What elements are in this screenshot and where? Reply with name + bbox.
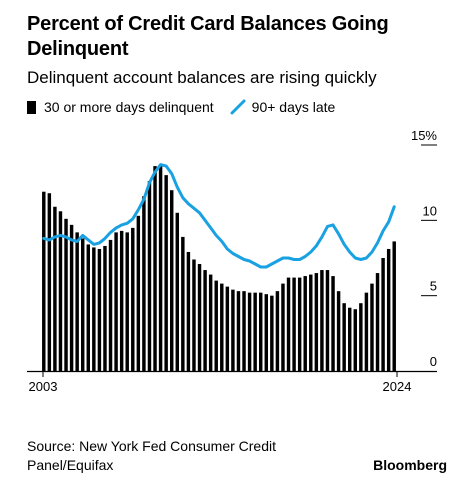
bar	[108, 239, 113, 371]
bar	[336, 291, 341, 371]
bar	[325, 270, 330, 371]
y-tick-label: 15%	[411, 128, 437, 143]
x-tick-label: 2024	[383, 379, 412, 394]
legend-label-90-days: 90+ days late	[251, 99, 336, 115]
bar	[97, 248, 102, 371]
bar	[347, 307, 352, 371]
y-tick-label: 0	[430, 354, 437, 369]
bar	[375, 273, 380, 371]
bar	[164, 175, 168, 371]
bar	[253, 292, 257, 371]
y-tick-label: 10	[423, 203, 437, 218]
bar	[286, 277, 291, 371]
bar	[86, 244, 91, 371]
bar	[203, 270, 207, 371]
bar	[220, 283, 224, 371]
bar	[114, 232, 118, 371]
bar	[147, 181, 152, 371]
bar-series	[42, 164, 396, 371]
bar	[359, 303, 363, 371]
x-axis: 2003 2024	[27, 370, 437, 394]
y-gridlines: 0 5 10 15%	[411, 128, 437, 369]
bar	[58, 211, 63, 371]
bar	[320, 270, 324, 371]
legend: 30 or more days delinquent 90+ days late	[27, 98, 335, 116]
bar	[119, 230, 124, 371]
y-tick-label: 5	[430, 279, 437, 294]
bar	[381, 258, 385, 371]
bar	[175, 212, 180, 371]
bar	[75, 232, 79, 371]
bar	[225, 286, 230, 371]
bar	[192, 259, 196, 371]
bar	[64, 218, 68, 371]
bar	[69, 224, 74, 371]
bar	[208, 274, 213, 371]
bar	[297, 277, 302, 371]
legend-item-30-days: 30 or more days delinquent	[27, 98, 214, 116]
bar	[42, 191, 46, 371]
bar	[303, 276, 307, 371]
bar	[331, 276, 335, 371]
bar	[392, 241, 396, 371]
bar	[314, 273, 319, 371]
bar	[158, 164, 163, 371]
bar	[153, 166, 157, 371]
bar	[131, 227, 135, 371]
source-note: Source: New York Fed Consumer Credit Pan…	[27, 438, 276, 473]
chart-title: Percent of Credit Card Balances Going De…	[27, 13, 389, 60]
bar	[169, 190, 174, 371]
bar	[231, 289, 235, 371]
bar	[281, 283, 285, 371]
bar	[136, 215, 141, 371]
bar	[364, 292, 369, 371]
legend-item-90-days: 90+ days late	[214, 98, 336, 116]
bar	[292, 277, 296, 371]
chart-canvas: 0 5 10 15% 2003 2024	[27, 128, 437, 394]
brand-logo: Bloomberg	[373, 457, 447, 473]
x-tick-label: 2003	[29, 379, 58, 394]
bar	[80, 238, 85, 371]
bar	[353, 309, 358, 371]
bar	[370, 283, 374, 371]
line-series-90-days	[42, 163, 396, 269]
bar	[197, 264, 202, 371]
bar	[275, 291, 280, 371]
bar	[270, 295, 274, 371]
bar	[103, 245, 107, 371]
bar	[47, 193, 52, 371]
bar	[186, 251, 191, 371]
legend-swatch-bar	[27, 100, 36, 114]
bar	[181, 236, 185, 371]
bar	[92, 247, 96, 371]
bar	[53, 206, 57, 371]
bar	[125, 232, 129, 371]
bar	[258, 292, 263, 371]
bar	[214, 280, 218, 371]
bar	[309, 274, 313, 371]
chart-subtitle: Delinquent account balances are rising q…	[27, 68, 377, 87]
legend-label-30-days: 30 or more days delinquent	[44, 99, 214, 115]
bar	[342, 303, 346, 371]
bar	[242, 291, 246, 371]
bar	[142, 196, 146, 371]
bar	[386, 248, 391, 371]
bar	[247, 292, 252, 371]
bar	[264, 294, 269, 371]
bar	[236, 291, 241, 371]
legend-swatch-line	[230, 99, 246, 115]
